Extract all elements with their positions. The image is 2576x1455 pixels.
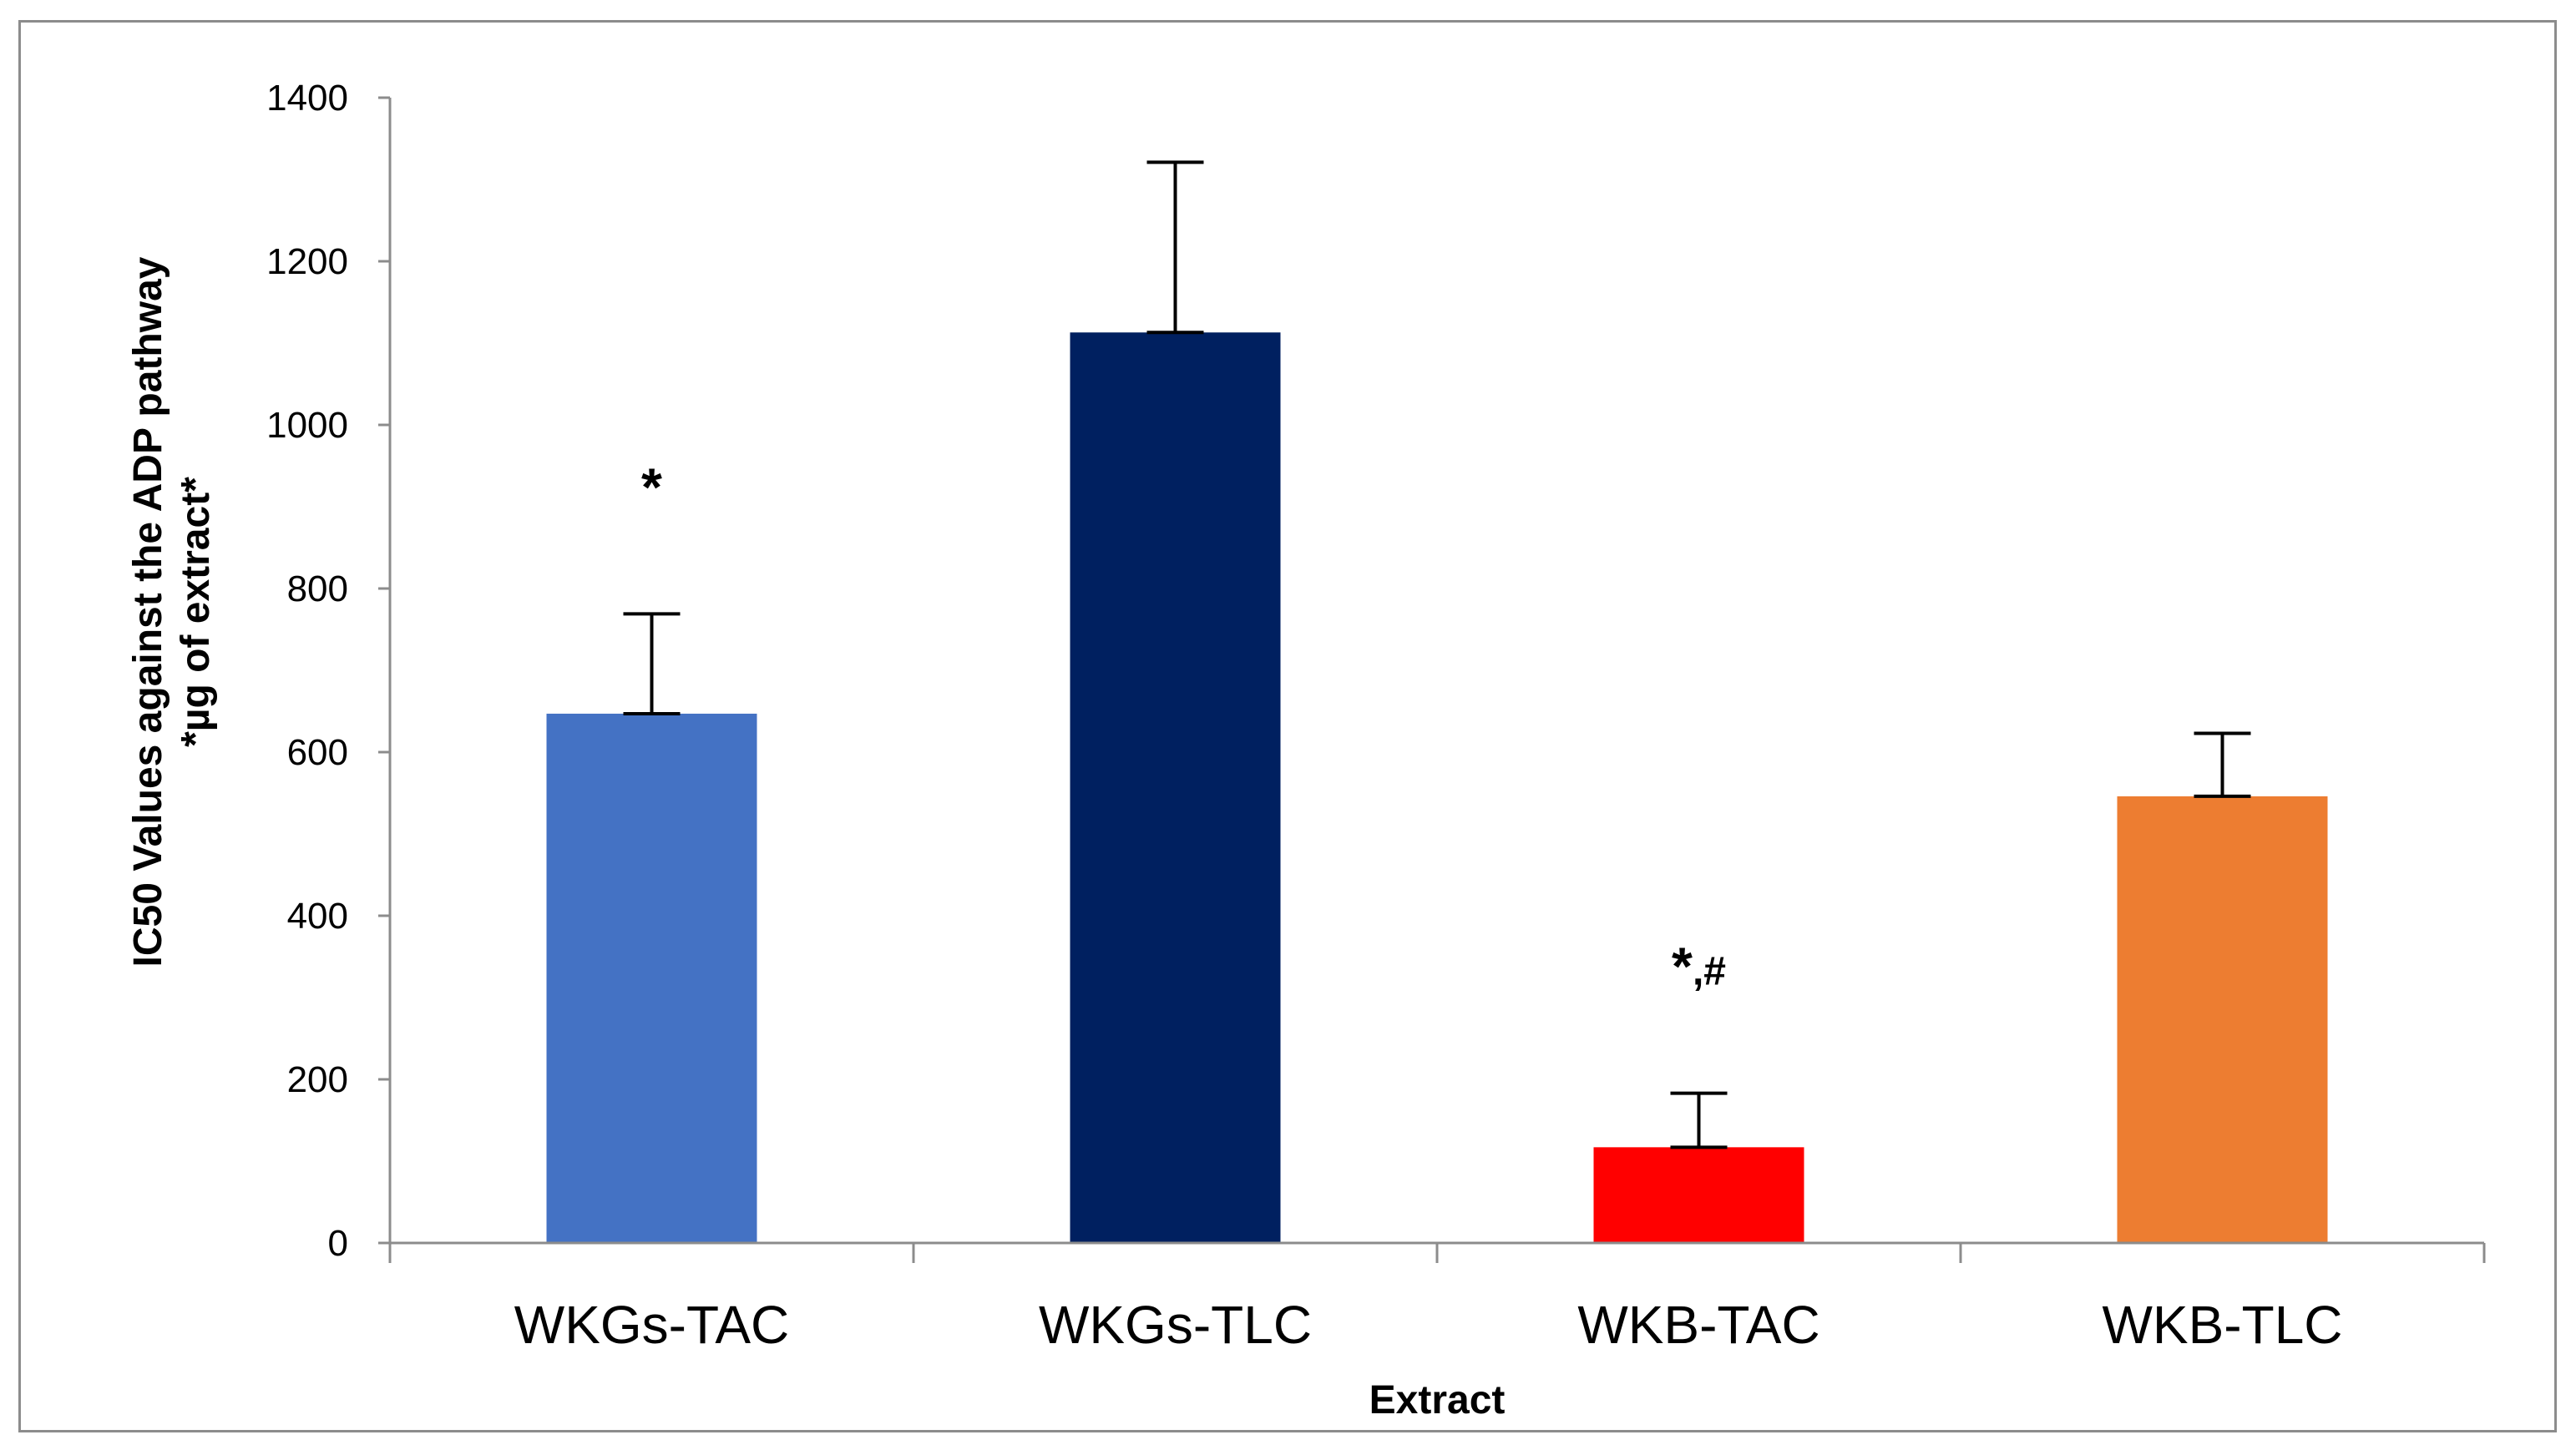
- bar-wkb-tac: [1593, 1147, 1804, 1243]
- y-tick-label: 800: [287, 568, 348, 609]
- y-axis-title-group: IC50 Values against the ADP pathway *µg …: [126, 256, 218, 967]
- x-tick-label: WKGs-TLC: [1039, 1295, 1312, 1355]
- bar-wkgs-tlc: [1070, 332, 1281, 1243]
- y-axis-title-line1: IC50 Values against the ADP pathway: [126, 256, 170, 967]
- y-axis-title-line2: *µg of extract*: [174, 477, 218, 747]
- y-tick-label: 0: [328, 1223, 348, 1264]
- significance-annotation: *: [641, 457, 662, 517]
- y-tick-label: 600: [287, 732, 348, 773]
- x-axis-ticks: [388, 1243, 2486, 1263]
- significance-annotation: *,#: [1672, 937, 1726, 997]
- annotations-group: * *,#: [641, 457, 1726, 996]
- error-bar-wkgs-tlc: [1146, 160, 1204, 335]
- bar-wkb-tlc: [2117, 796, 2328, 1243]
- error-bars-group: [623, 160, 2251, 1149]
- error-bar-wkb-tlc: [2194, 731, 2251, 798]
- error-bar-wkgs-tac: [623, 612, 681, 715]
- x-tick-label: WKB-TAC: [1577, 1295, 1819, 1355]
- x-tick-label: WKB-TLC: [2103, 1295, 2343, 1355]
- error-bar-wkb-tac: [1670, 1091, 1728, 1149]
- y-tick-label: 400: [287, 896, 348, 937]
- x-tick-label: WKGs-TAC: [514, 1295, 789, 1355]
- y-axis-ticks: 0 200 400 600 800 1000 1200 1400: [266, 78, 390, 1264]
- x-axis-labels: WKGs-TAC WKGs-TLC WKB-TAC WKB-TLC: [514, 1295, 2343, 1355]
- bars-group: [546, 332, 2328, 1243]
- y-tick-label: 1000: [266, 405, 348, 446]
- bar-wkgs-tac: [546, 713, 757, 1243]
- y-tick-label: 200: [287, 1059, 348, 1100]
- y-tick-label: 1200: [266, 241, 348, 282]
- y-tick-label: 1400: [266, 78, 348, 119]
- x-axis-title: Extract: [1369, 1378, 1506, 1422]
